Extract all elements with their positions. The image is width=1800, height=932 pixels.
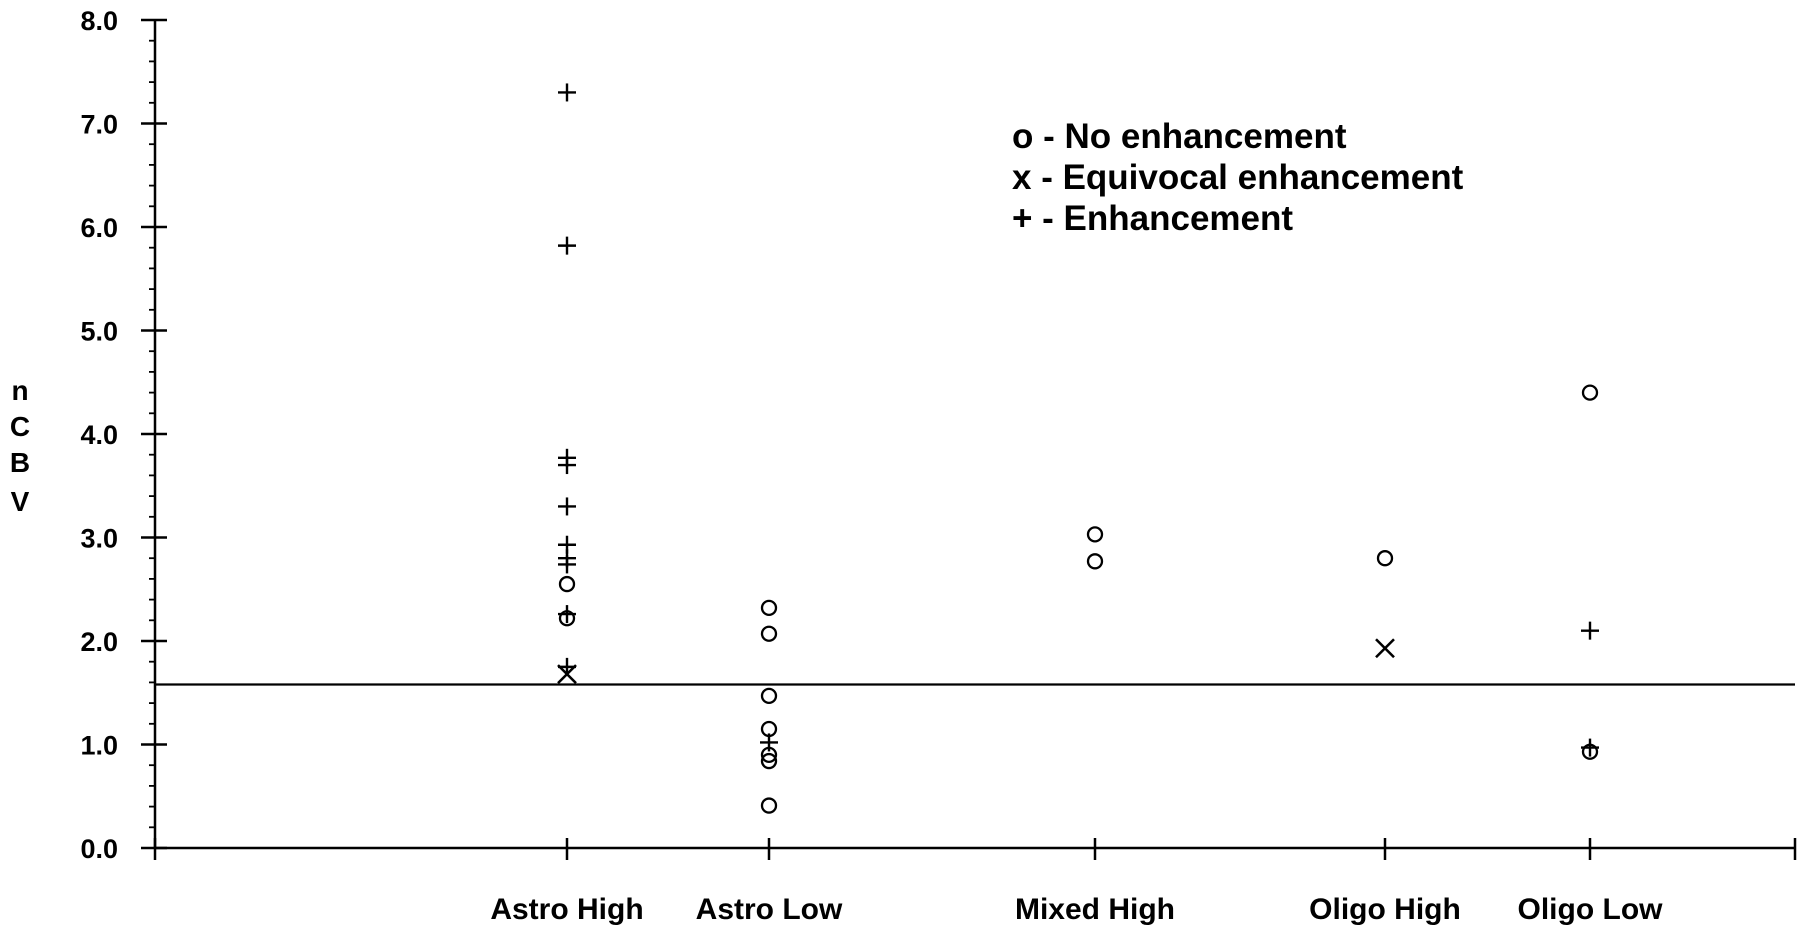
no-enhancement-point [558, 575, 576, 593]
y-tick-label: 5.0 [80, 317, 118, 347]
no-enhancement-point [1086, 553, 1104, 570]
y-tick-label: 7.0 [80, 110, 118, 140]
no-enhancement-point [760, 687, 778, 705]
x-tick-label-oligo-high: Oligo High [1309, 893, 1461, 926]
x-tick-label-astro-high: Astro High [490, 893, 643, 926]
y-tick-label: 4.0 [80, 420, 118, 450]
enhancement-point [558, 456, 576, 475]
enhancement-point [558, 657, 576, 676]
x-tick-label-oligo-low: Oligo Low [1518, 893, 1664, 926]
y-tick-label: 8.0 [80, 6, 118, 36]
legend-entry-enhancement-point: + - Enhancement [1012, 199, 1293, 238]
y-axis-label-letter: B [10, 447, 30, 478]
no-enhancement-point [760, 599, 778, 617]
no-enhancement-point [1581, 384, 1599, 401]
no-enhancement-point [760, 625, 778, 642]
enhancement-point [1581, 621, 1599, 640]
enhancement-point [558, 605, 576, 624]
y-axis-label-letter: n [11, 375, 28, 406]
y-tick-label: 6.0 [80, 213, 118, 243]
y-axis-label-letter: V [11, 486, 30, 517]
enhancement-point [558, 236, 576, 255]
axes: 0.0 1.0 2.0 3.0 4.0 5.0 6.0 7.0 8.0 Astro High Ast… [80, 6, 1797, 926]
no-enhancement-point [1086, 526, 1104, 543]
y-axis-label-letter: C [10, 411, 30, 442]
no-enhancement-point [760, 797, 778, 814]
legend-entry-no-enhancement-point: o - No enhancement [1012, 117, 1347, 156]
y-tick-label: 0.0 [80, 834, 118, 864]
enhancement-point [1581, 738, 1599, 757]
enhancement-point [558, 555, 576, 574]
data-points [557, 83, 1599, 814]
y-tick-label: 2.0 [80, 627, 118, 657]
enhancement-point [760, 733, 778, 752]
legend-entry-equivocal-enhancement-point: x - Equivocal enhancement [1012, 158, 1464, 197]
y-tick-label: 1.0 [80, 731, 118, 761]
equivocal-enhancement-point [1375, 638, 1395, 659]
y-tick-label: 3.0 [80, 524, 118, 554]
x-tick-label-astro-low: Astro Low [696, 893, 843, 926]
no-enhancement-point [760, 752, 778, 770]
x-tick-label-mixed-high: Mixed High [1015, 893, 1175, 926]
enhancement-point [558, 83, 576, 102]
enhancement-point [558, 497, 576, 516]
no-enhancement-point [1376, 550, 1394, 567]
